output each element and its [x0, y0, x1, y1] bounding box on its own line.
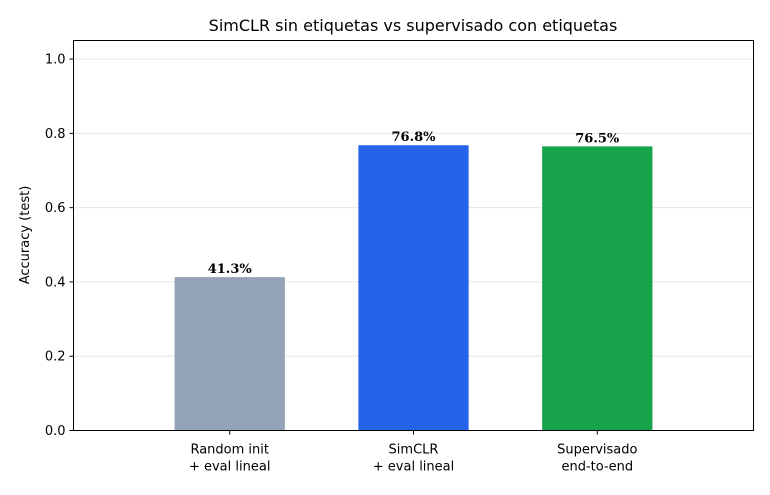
y-axis-ticks: 0.0 0.2 0.4 0.6 0.8 1.0	[45, 53, 74, 439]
bar	[542, 146, 653, 431]
y-tick-label: 0.6	[45, 201, 66, 216]
y-tick-label: 0.0	[45, 424, 66, 439]
x-tick-label: Supervisado	[557, 443, 637, 458]
plot-frame	[73, 40, 754, 431]
bar	[358, 145, 469, 431]
y-tick-label: 0.8	[45, 127, 66, 142]
x-axis-ticks: Random init + eval lineal SimCLR + eval lin…	[189, 430, 637, 475]
y-tick-label: 0.4	[45, 275, 66, 290]
x-tick-label: end-to-end	[561, 460, 633, 475]
bar	[174, 277, 285, 431]
x-tick-label: + eval lineal	[373, 460, 454, 475]
x-tick-label: + eval lineal	[189, 460, 270, 475]
data-label: 41.3%	[208, 262, 253, 277]
data-label: 76.5%	[575, 131, 620, 146]
y-tick-label: 1.0	[45, 53, 66, 68]
x-tick-label: SimCLR	[389, 443, 439, 458]
x-tick-label: Random init	[190, 443, 269, 458]
data-labels-group: 41.3% 76.8% 76.5%	[208, 130, 620, 277]
data-label: 76.8%	[391, 130, 436, 145]
y-axis-label: Accuracy (test)	[18, 186, 33, 285]
y-tick-label: 0.2	[45, 350, 66, 365]
bars-group	[174, 145, 653, 431]
chart-title: SimCLR sin etiquetas vs supervisado con …	[209, 16, 618, 35]
